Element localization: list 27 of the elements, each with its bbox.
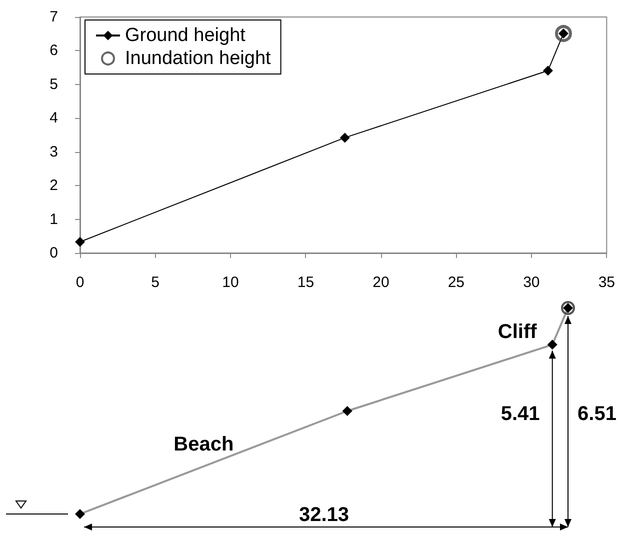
y-tick-label: 4 <box>50 110 58 127</box>
x-tick-label: 15 <box>297 274 314 291</box>
y-tick-label: 1 <box>50 210 58 228</box>
x-tick-label: 20 <box>372 274 390 291</box>
x-tick-label: 35 <box>598 274 615 291</box>
text: 5.41 <box>500 403 540 425</box>
y-tick-label: 3 <box>50 143 58 160</box>
legend-label: Inundation height <box>125 48 272 69</box>
y-tick-label: 6 <box>50 42 58 60</box>
y-tick-label: 2 <box>50 177 58 194</box>
x-tick-label: 30 <box>523 274 540 291</box>
text: Beach <box>174 434 234 456</box>
point <box>554 25 572 42</box>
text: 6.51 <box>578 403 616 425</box>
x-tick-label: 10 <box>222 274 239 291</box>
point <box>340 132 350 143</box>
point <box>75 236 85 247</box>
text: Cliff <box>498 321 538 343</box>
text: 32.13 <box>298 504 350 526</box>
point <box>542 66 553 76</box>
x-tick-label: 0 <box>76 274 84 291</box>
legend-label: Ground height <box>125 25 246 46</box>
y-tick-label: 0 <box>50 244 58 262</box>
x-tick-label: 5 <box>151 274 160 291</box>
y-tick-label: 7 <box>50 8 58 26</box>
y-tick-label: 5 <box>50 76 58 93</box>
x-tick-label: 25 <box>448 274 465 291</box>
